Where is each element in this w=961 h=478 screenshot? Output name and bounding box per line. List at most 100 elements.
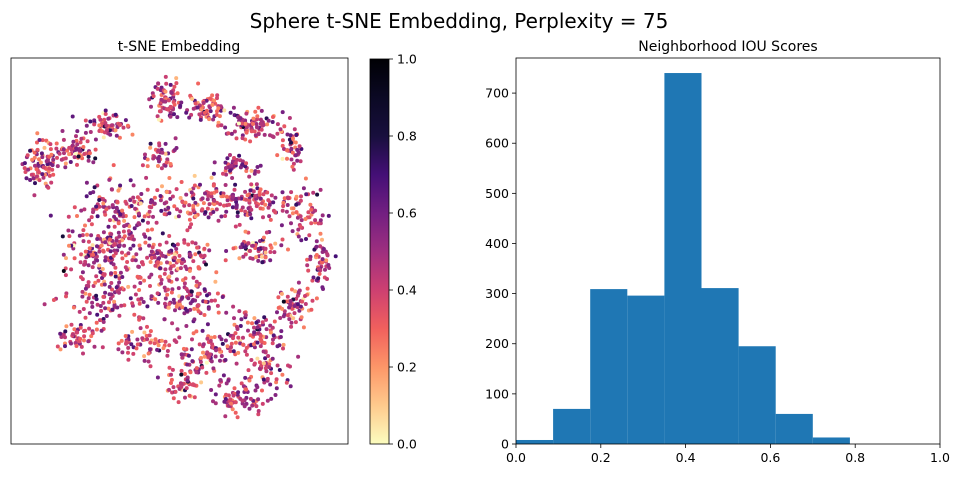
scatter-point bbox=[205, 336, 210, 341]
scatter-point bbox=[97, 114, 102, 119]
scatter-point bbox=[145, 164, 150, 169]
scatter-point bbox=[72, 155, 77, 160]
scatter-point bbox=[256, 246, 261, 251]
scatter-panel: t-SNE Embedding bbox=[10, 39, 349, 445]
scatter-point bbox=[292, 311, 297, 316]
scatter-point bbox=[86, 158, 91, 163]
scatter-point bbox=[206, 215, 211, 220]
scatter-point bbox=[91, 160, 96, 165]
scatter-point bbox=[211, 171, 216, 176]
scatter-point bbox=[199, 356, 203, 360]
scatter-point bbox=[63, 344, 67, 349]
scatter-point bbox=[254, 204, 259, 209]
scatter-point bbox=[260, 260, 265, 265]
colorbar-gradient bbox=[369, 58, 390, 445]
histogram-bar bbox=[812, 437, 850, 444]
scatter-point bbox=[169, 270, 174, 275]
scatter-point bbox=[185, 228, 190, 233]
scatter-point bbox=[282, 309, 287, 314]
scatter-point bbox=[137, 222, 142, 227]
scatter-point bbox=[152, 155, 157, 160]
scatter-point bbox=[264, 230, 269, 235]
scatter-point bbox=[145, 157, 150, 162]
scatter-point bbox=[269, 193, 274, 198]
scatter-point bbox=[42, 302, 47, 307]
scatter-point bbox=[217, 114, 222, 119]
scatter-point bbox=[101, 294, 106, 299]
scatter-point bbox=[296, 234, 301, 239]
scatter-point bbox=[77, 309, 82, 314]
scatter-point bbox=[140, 163, 145, 168]
scatter-point bbox=[172, 84, 177, 89]
scatter-point bbox=[246, 328, 250, 333]
scatter-point bbox=[246, 241, 251, 246]
scatter-point bbox=[289, 324, 294, 329]
scatter-point bbox=[167, 278, 172, 283]
scatter-point bbox=[318, 218, 323, 223]
scatter-point bbox=[157, 256, 161, 261]
scatter-point bbox=[169, 381, 173, 385]
scatter-point bbox=[174, 81, 179, 86]
scatter-point bbox=[81, 351, 85, 356]
scatter-point bbox=[312, 247, 317, 252]
scatter-point bbox=[93, 156, 98, 161]
scatter-point bbox=[185, 308, 189, 313]
scatter-point bbox=[148, 141, 153, 146]
scatter-point bbox=[285, 195, 290, 200]
scatter-point bbox=[231, 105, 236, 110]
scatter-point bbox=[218, 202, 223, 207]
scatter-point bbox=[191, 196, 196, 201]
scatter-point bbox=[124, 201, 129, 206]
scatter-point bbox=[210, 342, 215, 347]
scatter-point bbox=[82, 338, 86, 343]
scatter-point bbox=[318, 231, 323, 236]
scatter-point bbox=[91, 284, 96, 288]
scatter-point bbox=[168, 196, 173, 201]
scatter-point bbox=[193, 101, 198, 106]
scatter-point bbox=[285, 132, 290, 137]
scatter-point bbox=[268, 258, 273, 263]
scatter-point bbox=[298, 198, 303, 203]
scatter-point bbox=[206, 354, 211, 359]
scatter-point bbox=[99, 282, 104, 287]
scatter-point bbox=[158, 88, 163, 93]
scatter-point bbox=[204, 108, 209, 113]
scatter-point bbox=[101, 249, 106, 254]
scatter-point bbox=[241, 254, 246, 259]
scatter-point bbox=[244, 111, 249, 116]
scatter-point bbox=[189, 190, 194, 195]
scatter-point bbox=[249, 168, 254, 173]
scatter-point bbox=[107, 177, 112, 182]
scatter-point bbox=[51, 172, 56, 177]
scatter-point bbox=[275, 344, 280, 349]
scatter-point bbox=[281, 200, 286, 205]
histogram-bar bbox=[553, 408, 591, 444]
scatter-point bbox=[151, 94, 156, 99]
scatter-point bbox=[310, 278, 315, 283]
histogram-bar bbox=[516, 439, 554, 444]
scatter-point bbox=[231, 349, 236, 354]
scatter-point bbox=[215, 93, 220, 98]
scatter-point bbox=[66, 228, 71, 233]
scatter-point bbox=[317, 271, 322, 276]
scatter-point bbox=[314, 239, 319, 244]
scatter-point bbox=[82, 329, 86, 333]
scatter-point bbox=[254, 320, 259, 325]
scatter-point bbox=[320, 250, 325, 254]
scatter-point bbox=[244, 130, 249, 135]
scatter-point bbox=[259, 127, 264, 132]
scatter-point bbox=[213, 401, 218, 406]
scatter-point bbox=[228, 168, 232, 173]
scatter-point bbox=[293, 289, 298, 294]
scatter-point bbox=[177, 335, 182, 340]
scatter-point bbox=[79, 344, 84, 349]
scatter-point bbox=[273, 241, 278, 246]
scatter-point bbox=[288, 302, 293, 307]
scatter-point bbox=[70, 229, 75, 234]
scatter-point bbox=[180, 257, 185, 262]
scatter-point bbox=[258, 121, 263, 126]
scatter-point bbox=[233, 410, 238, 415]
scatter-point bbox=[142, 330, 147, 335]
histogram-plot-area bbox=[515, 57, 941, 445]
scatter-point bbox=[172, 252, 177, 257]
